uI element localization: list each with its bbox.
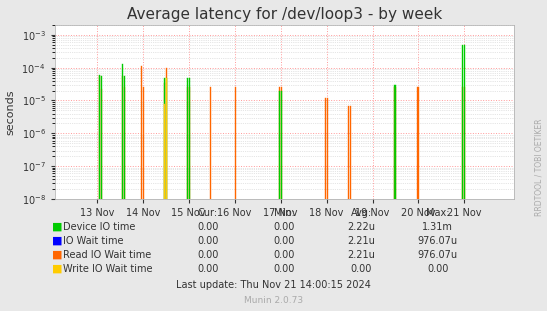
Text: Write IO Wait time: Write IO Wait time	[63, 264, 153, 274]
Title: Average latency for /dev/loop3 - by week: Average latency for /dev/loop3 - by week	[127, 7, 442, 22]
Text: 0.00: 0.00	[197, 236, 219, 246]
Text: ■: ■	[52, 264, 62, 274]
Text: IO Wait time: IO Wait time	[63, 236, 124, 246]
Text: 0.00: 0.00	[274, 222, 295, 232]
Text: ■: ■	[52, 222, 62, 232]
Text: RRDTOOL / TOBI OETIKER: RRDTOOL / TOBI OETIKER	[534, 118, 543, 216]
Text: 976.07u: 976.07u	[417, 236, 458, 246]
Text: 0.00: 0.00	[350, 264, 372, 274]
Text: 0.00: 0.00	[427, 264, 449, 274]
Y-axis label: seconds: seconds	[6, 89, 16, 135]
Text: ■: ■	[52, 236, 62, 246]
Text: 1.31m: 1.31m	[422, 222, 453, 232]
Text: 2.21u: 2.21u	[347, 236, 375, 246]
Text: 0.00: 0.00	[274, 236, 295, 246]
Text: Cur:: Cur:	[198, 208, 218, 218]
Text: 2.21u: 2.21u	[347, 250, 375, 260]
Text: 0.00: 0.00	[197, 222, 219, 232]
Text: 0.00: 0.00	[274, 264, 295, 274]
Text: Min:: Min:	[274, 208, 295, 218]
Text: Last update: Thu Nov 21 14:00:15 2024: Last update: Thu Nov 21 14:00:15 2024	[176, 280, 371, 290]
Text: Read IO Wait time: Read IO Wait time	[63, 250, 151, 260]
Text: 976.07u: 976.07u	[417, 250, 458, 260]
Text: ■: ■	[52, 250, 62, 260]
Text: Munin 2.0.73: Munin 2.0.73	[244, 296, 303, 305]
Text: 0.00: 0.00	[274, 250, 295, 260]
Text: Device IO time: Device IO time	[63, 222, 135, 232]
Text: Max:: Max:	[426, 208, 449, 218]
Text: Avg:: Avg:	[351, 208, 371, 218]
Text: 2.22u: 2.22u	[347, 222, 375, 232]
Text: 0.00: 0.00	[197, 250, 219, 260]
Text: 0.00: 0.00	[197, 264, 219, 274]
